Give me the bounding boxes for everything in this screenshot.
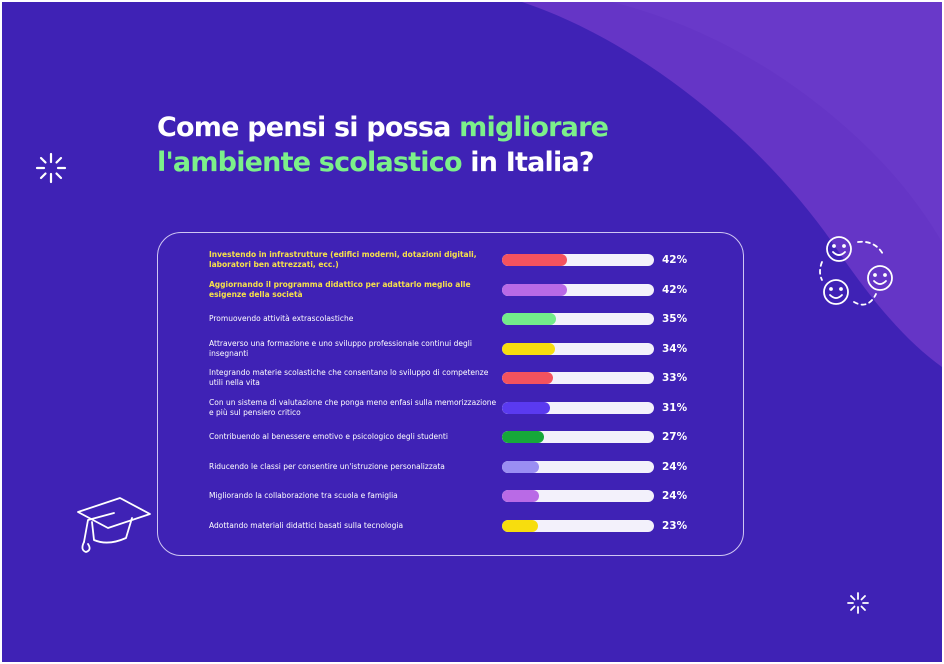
bar-fill xyxy=(502,342,555,355)
chart-panel: Investendo in infrastrutture (edifici mo… xyxy=(157,232,744,556)
chart-row: Integrando materie scolastiche che conse… xyxy=(158,364,745,392)
bar-track xyxy=(502,460,654,473)
chart-row: Promuovendo attività extrascolastiche 35% xyxy=(158,305,745,333)
bar-track xyxy=(502,519,654,532)
chart-row: Adottando materiali didattici basati sul… xyxy=(158,512,745,540)
graduation-cap-icon xyxy=(77,497,151,553)
value-label: 42% xyxy=(662,254,688,266)
bar-fill xyxy=(502,372,554,384)
bar-track xyxy=(502,342,654,355)
value-label: 42% xyxy=(662,283,688,296)
category-label: Con un sistema di valutazione che ponga … xyxy=(209,397,497,417)
value-label: 24% xyxy=(662,460,688,473)
bar-track xyxy=(502,283,654,296)
bar-fill xyxy=(502,431,544,443)
title-text-part1: Come pensi si possa xyxy=(157,112,460,143)
category-label: Investendo in infrastrutture (edifici mo… xyxy=(209,250,477,269)
bar-fill xyxy=(502,490,540,502)
chart-title: Come pensi si possa migliorare l'ambiente… xyxy=(157,110,609,180)
smiley-faces-icon xyxy=(819,236,893,306)
bar-fill xyxy=(502,460,540,473)
bar-fill xyxy=(502,313,557,325)
bar-track xyxy=(502,431,654,443)
bar-fill xyxy=(502,254,568,266)
chart-row: Riducendo le classi per consentire un'is… xyxy=(158,453,745,481)
chart-row: Aggiornando il programma didattico per a… xyxy=(158,276,745,304)
bar-track xyxy=(502,490,654,502)
value-label: 33% xyxy=(662,372,688,384)
chart-row: Contribuendo al benessere emotivo e psic… xyxy=(158,423,745,451)
category-label: Attraverso una formazione e uno sviluppo… xyxy=(209,338,472,358)
category-label: Aggiornando il programma didattico per a… xyxy=(209,279,471,299)
title-text-part2: in Italia? xyxy=(461,147,594,178)
category-label: Promuovendo attività extrascolastiche xyxy=(209,314,354,323)
title-highlight-1: migliorare xyxy=(459,112,609,143)
bar-fill xyxy=(502,519,538,532)
category-label: Integrando materie scolastiche che conse… xyxy=(209,368,489,387)
category-label: Contribuendo al benessere emotivo e psic… xyxy=(209,432,448,441)
title-highlight-2: l'ambiente scolastico xyxy=(157,147,463,178)
category-label: Adottando materiali didattici basati sul… xyxy=(209,520,404,530)
bar-track xyxy=(502,372,654,384)
value-label: 23% xyxy=(662,519,688,532)
bar-track xyxy=(502,313,654,325)
category-label: Riducendo le classi per consentire un'is… xyxy=(209,461,445,471)
value-label: 27% xyxy=(662,431,688,443)
bar-track xyxy=(502,254,654,266)
sparkle-icon xyxy=(35,152,67,184)
bar-fill xyxy=(502,401,551,414)
value-label: 24% xyxy=(662,490,688,502)
chart-row: Con un sistema di valutazione che ponga … xyxy=(158,394,745,422)
chart-row: Investendo in infrastrutture (edifici mo… xyxy=(158,246,745,274)
category-label: Migliorando la collaborazione tra scuola… xyxy=(209,491,398,500)
chart-row: Attraverso una formazione e uno sviluppo… xyxy=(158,335,745,363)
chart-row: Migliorando la collaborazione tra scuola… xyxy=(158,482,745,510)
bar-fill xyxy=(502,283,568,296)
value-label: 31% xyxy=(662,401,688,414)
value-label: 35% xyxy=(662,313,688,325)
sparkle-small-icon xyxy=(847,592,869,614)
value-label: 34% xyxy=(662,342,688,355)
bar-track xyxy=(502,401,654,414)
